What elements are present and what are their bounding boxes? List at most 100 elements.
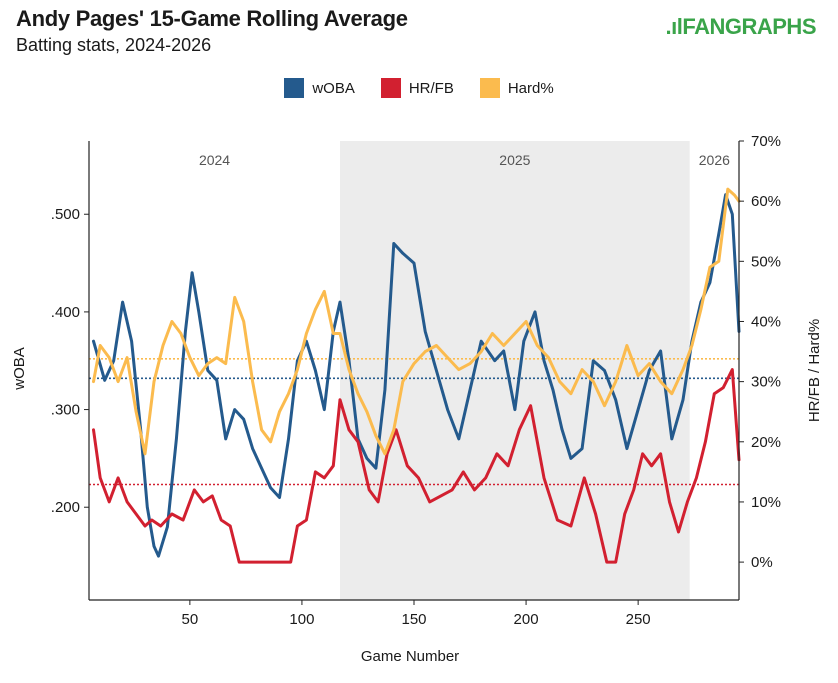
data-point-hrfb — [484, 476, 487, 480]
data-point-hard — [251, 380, 254, 383]
y-left-tick-label: .400 — [51, 304, 80, 321]
data-point-woba — [190, 271, 194, 274]
data-point-hrfb — [368, 488, 371, 492]
data-point-woba — [175, 437, 178, 441]
data-point-hrfb — [731, 368, 734, 371]
data-point-woba — [112, 359, 115, 362]
data-point-hard — [536, 344, 539, 347]
legend-label-woba: wOBA — [312, 79, 355, 97]
data-point-hrfb — [193, 488, 196, 492]
data-point-hrfb — [713, 392, 716, 395]
data-point-woba — [215, 379, 218, 382]
y-right-tick-label: 30% — [751, 374, 781, 391]
data-point-hard — [524, 320, 528, 323]
data-point-woba — [374, 467, 378, 470]
y-right-tick-label: 70% — [751, 133, 781, 150]
logo-bars-icon: .ıl — [665, 14, 683, 39]
chart-title: Andy Pages' 15-Game Rolling Average — [16, 6, 408, 31]
legend-item-hrfb: HR/FB — [380, 78, 454, 98]
data-point-hard — [648, 362, 651, 365]
legend-item-woba: wOBA — [284, 78, 355, 98]
data-point-woba — [260, 467, 263, 470]
x-tick-label: 150 — [401, 611, 426, 628]
data-point-hard — [580, 368, 584, 371]
data-point-woba — [287, 437, 290, 441]
data-point-woba — [480, 340, 483, 343]
data-point-woba — [206, 369, 209, 372]
data-point-woba — [338, 300, 342, 304]
x-axis-title: Game Number — [361, 648, 459, 665]
data-point-hard — [733, 193, 736, 197]
period-shading — [340, 141, 690, 600]
data-point-hard — [356, 392, 360, 395]
y-left-tick-label: .200 — [51, 499, 80, 516]
data-point-hard — [206, 362, 209, 365]
data-point-woba — [323, 408, 326, 411]
data-point-hard — [401, 380, 404, 383]
data-point-hrfb — [583, 476, 586, 480]
data-point-hrfb — [623, 512, 626, 516]
data-point-hard — [424, 350, 427, 353]
data-point-hrfb — [439, 494, 443, 498]
data-point-hrfb — [332, 464, 335, 467]
data-point-hrfb — [695, 476, 698, 480]
data-point-hrfb — [428, 500, 431, 504]
data-point-woba — [502, 349, 505, 353]
data-point-hrfb — [668, 500, 671, 504]
legend-swatch-hard — [479, 78, 500, 98]
y-left-tick-label: .300 — [51, 402, 80, 419]
data-point-hard — [152, 380, 156, 383]
data-point-hrfb — [450, 488, 454, 492]
x-tick-label: 100 — [289, 611, 314, 628]
legend-label-hrfb: HR/FB — [408, 79, 454, 97]
data-point-hrfb — [255, 560, 259, 564]
y-right-tick-label: 20% — [751, 434, 781, 451]
data-point-hrfb — [211, 494, 214, 498]
data-point-hard — [338, 332, 342, 335]
data-point-woba — [103, 379, 106, 382]
data-point-hard — [480, 350, 483, 353]
y-left-axis-title: wOBA — [11, 347, 28, 391]
data-point-woba — [636, 408, 640, 411]
data-point-hrfb — [394, 428, 398, 431]
data-point-hrfb — [314, 470, 317, 474]
data-point-hard — [457, 368, 460, 371]
data-point-hard — [717, 260, 720, 263]
data-point-woba — [224, 437, 227, 441]
data-point-woba — [412, 261, 416, 265]
data-point-hard — [547, 356, 550, 359]
data-point-hrfb — [92, 428, 95, 431]
data-point-woba — [457, 437, 460, 441]
data-point-woba — [625, 447, 629, 450]
data-point-hrfb — [518, 428, 521, 431]
data-point-woba — [551, 388, 555, 392]
data-point-hrfb — [134, 512, 138, 516]
data-point-woba — [197, 310, 200, 314]
data-point-hrfb — [108, 500, 111, 504]
data-point-hard — [625, 344, 629, 347]
data-point-hrfb — [159, 524, 162, 528]
data-point-hard — [143, 452, 147, 455]
data-point-hard — [108, 356, 111, 359]
data-point-woba — [603, 369, 606, 372]
data-point-hard — [491, 332, 494, 335]
data-point-hrfb — [506, 464, 510, 467]
data-point-woba — [592, 359, 595, 362]
data-point-woba — [468, 388, 472, 392]
data-point-hard — [681, 368, 685, 371]
data-point-woba — [314, 369, 317, 372]
data-point-woba — [569, 457, 573, 460]
data-point-hard — [347, 368, 351, 371]
data-point-hrfb — [686, 500, 689, 504]
data-point-woba — [493, 359, 496, 362]
data-point-hrfb — [569, 524, 573, 528]
data-point-hard — [116, 380, 120, 383]
data-point-hrfb — [238, 560, 241, 564]
data-point-hard — [699, 308, 703, 311]
data-point-hrfb — [473, 488, 476, 492]
data-point-hrfb — [722, 386, 725, 389]
data-point-hard — [179, 332, 183, 335]
data-point-woba — [614, 398, 617, 401]
legend-swatch-hrfb — [380, 78, 401, 98]
